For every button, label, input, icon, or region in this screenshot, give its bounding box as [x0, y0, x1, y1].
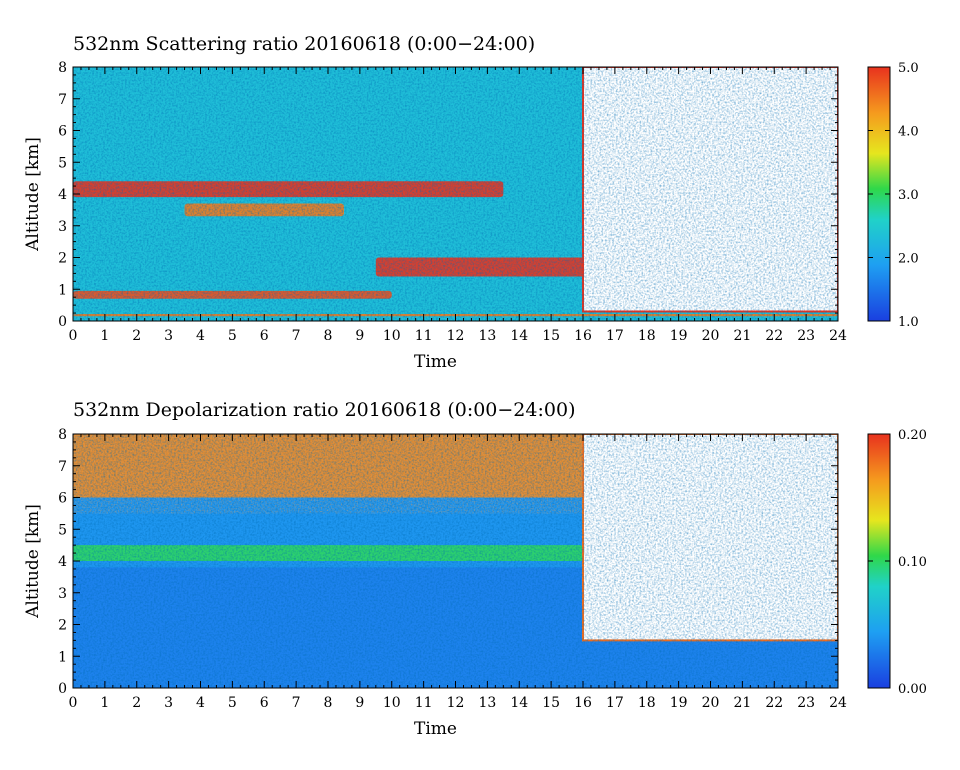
colorbar-tick-label: 1.0 [898, 315, 919, 330]
x-tick-label: 20 [702, 328, 720, 344]
x-tick-label: 4 [196, 695, 205, 711]
x-tick-label: 15 [542, 695, 560, 711]
x-tick-label: 24 [829, 695, 847, 711]
x-tick-label: 16 [574, 695, 592, 711]
x-tick-label: 4 [196, 328, 205, 344]
colorbar-tick-label: 2.0 [898, 252, 919, 267]
y-tick-label: 6 [58, 491, 67, 507]
y-tick-label: 3 [58, 219, 67, 235]
x-tick-label: 19 [670, 695, 688, 711]
x-tick-label: 12 [447, 695, 465, 711]
x-tick-label: 23 [797, 695, 815, 711]
plot-area [73, 67, 838, 321]
y-tick-label: 3 [58, 586, 67, 602]
x-tick-label: 10 [383, 695, 401, 711]
x-tick-label: 13 [478, 695, 496, 711]
y-axis-label: Altitude [km] [23, 137, 43, 252]
x-tick-label: 13 [478, 328, 496, 344]
x-tick-label: 24 [829, 328, 847, 344]
y-tick-label: 2 [58, 618, 67, 634]
y-tick-label: 4 [58, 554, 67, 570]
x-tick-label: 6 [260, 328, 269, 344]
y-tick-label: 1 [58, 282, 67, 298]
x-tick-label: 15 [542, 328, 560, 344]
x-tick-label: 0 [69, 695, 78, 711]
x-tick-label: 2 [132, 328, 141, 344]
x-tick-label: 0 [69, 328, 78, 344]
x-tick-label: 1 [100, 328, 109, 344]
x-tick-label: 5 [228, 695, 237, 711]
y-tick-label: 7 [58, 459, 67, 475]
x-tick-label: 18 [638, 328, 656, 344]
x-tick-label: 22 [765, 695, 783, 711]
x-tick-label: 21 [733, 328, 751, 344]
y-tick-label: 5 [58, 522, 67, 538]
x-tick-label: 18 [638, 695, 656, 711]
scattering-ratio-panel: 532nm Scattering ratio 20160618 (0:00−24… [23, 33, 919, 372]
x-tick-label: 19 [670, 328, 688, 344]
x-tick-label: 9 [355, 695, 364, 711]
x-tick-label: 7 [292, 695, 301, 711]
x-tick-label: 6 [260, 695, 269, 711]
x-tick-label: 14 [510, 695, 528, 711]
colorbar-tick-label: 4.0 [898, 125, 919, 140]
y-tick-label: 2 [58, 251, 67, 267]
x-tick-label: 5 [228, 328, 237, 344]
colorbar-tick-label: 3.0 [898, 188, 919, 203]
x-tick-label: 8 [324, 328, 333, 344]
y-tick-label: 7 [58, 92, 67, 108]
y-tick-label: 0 [58, 681, 67, 697]
chart-title: 532nm Scattering ratio 20160618 (0:00−24… [73, 33, 535, 55]
y-tick-label: 8 [58, 427, 67, 443]
signal-speckle [73, 67, 838, 321]
x-tick-label: 2 [132, 695, 141, 711]
chart-title: 532nm Depolarization ratio 20160618 (0:0… [73, 399, 575, 421]
x-tick-label: 3 [164, 695, 173, 711]
x-tick-label: 22 [765, 328, 783, 344]
x-tick-label: 12 [447, 328, 465, 344]
x-tick-label: 14 [510, 328, 528, 344]
colorbar-tick-label: 0.20 [898, 428, 927, 443]
x-tick-label: 17 [606, 695, 624, 711]
y-tick-label: 5 [58, 155, 67, 171]
x-tick-label: 11 [415, 328, 433, 344]
colorbar-tick-label: 5.0 [898, 61, 919, 76]
x-axis-label: Time [414, 719, 457, 739]
x-tick-label: 9 [355, 328, 364, 344]
y-tick-label: 6 [58, 124, 67, 140]
y-tick-label: 1 [58, 649, 67, 665]
x-axis-label: Time [414, 352, 457, 372]
colorbar-tick-label: 0.10 [898, 555, 927, 570]
x-tick-label: 17 [606, 328, 624, 344]
x-tick-label: 23 [797, 328, 815, 344]
depolarization-ratio-panel: 532nm Depolarization ratio 20160618 (0:0… [23, 399, 927, 739]
x-tick-label: 8 [324, 695, 333, 711]
x-tick-label: 7 [292, 328, 301, 344]
y-tick-label: 4 [58, 187, 67, 203]
plot-area [73, 434, 838, 688]
x-tick-label: 16 [574, 328, 592, 344]
colorbar-tick-label: 0.00 [898, 682, 927, 697]
y-tick-label: 8 [58, 60, 67, 76]
depol-speckle [73, 434, 583, 514]
x-tick-label: 21 [733, 695, 751, 711]
x-tick-label: 11 [415, 695, 433, 711]
x-tick-label: 20 [702, 695, 720, 711]
y-tick-label: 0 [58, 314, 67, 330]
y-axis-label: Altitude [km] [23, 504, 43, 619]
x-tick-label: 10 [383, 328, 401, 344]
x-tick-label: 1 [100, 695, 109, 711]
x-tick-label: 3 [164, 328, 173, 344]
